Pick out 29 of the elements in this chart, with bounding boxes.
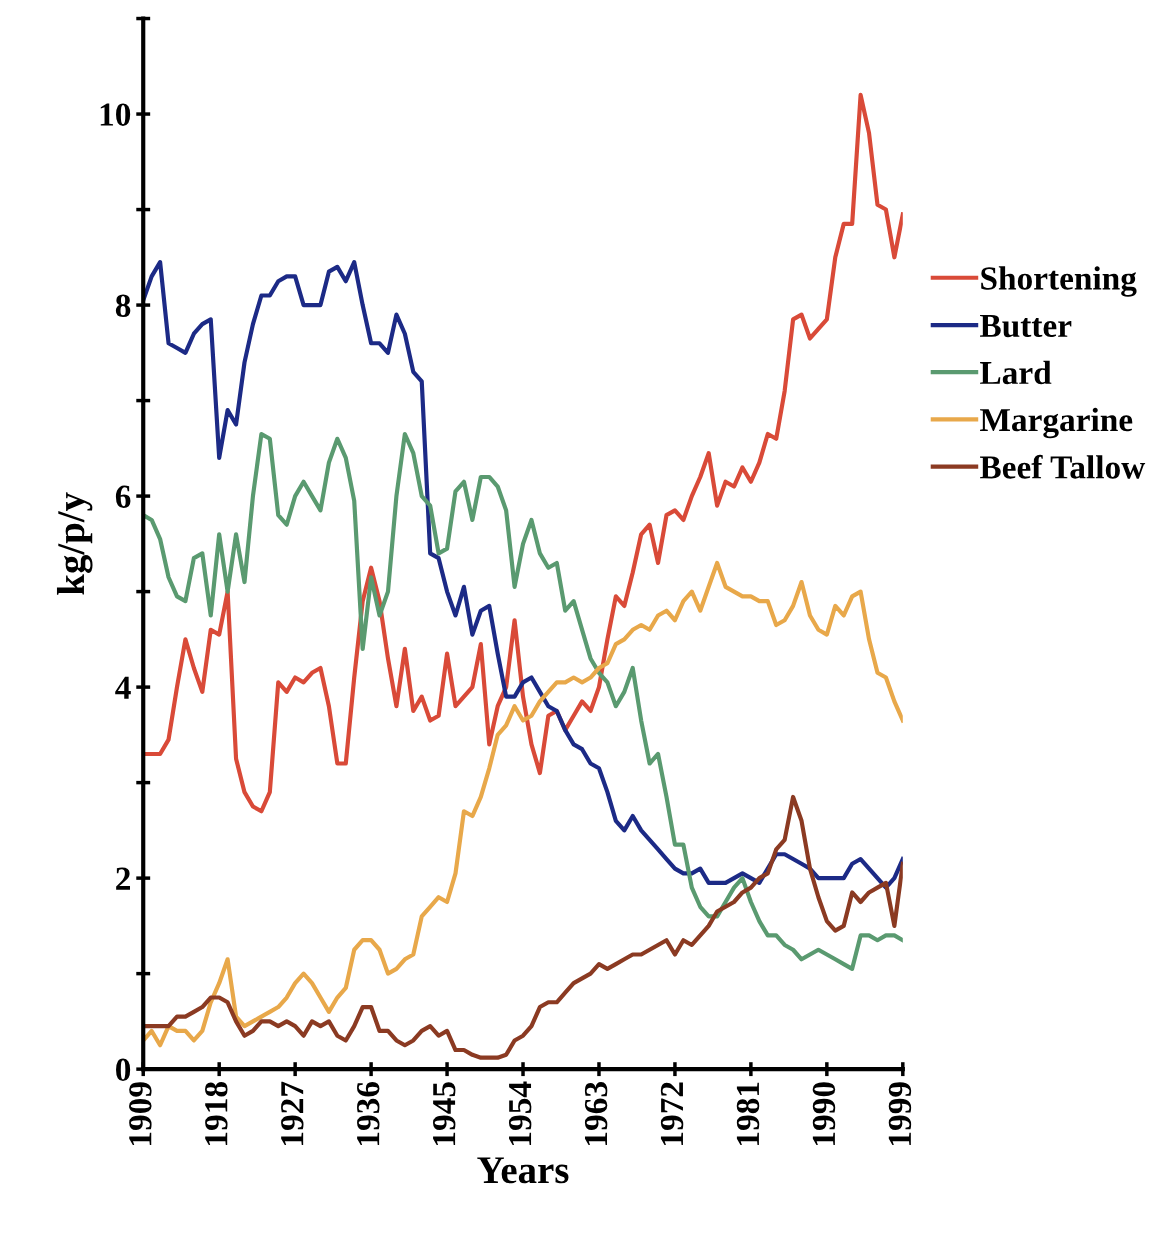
x-tick-label: 1945 [433, 1082, 456, 1145]
legend-label: Beef Tallow [980, 454, 1146, 479]
x-tick-label: 1936 [357, 1081, 380, 1145]
x-tick-label: 1981 [736, 1082, 760, 1145]
x-tick-label: 1963 [584, 1082, 608, 1145]
line-series [143, 560, 903, 1048]
y-tick-label: 8 [115, 294, 131, 317]
x-tick-label: 1909 [129, 1082, 152, 1145]
legend-label: Butter [980, 314, 1072, 338]
y-axis-title: kg/p/y [56, 492, 93, 595]
x-tick-label: 1918 [205, 1082, 228, 1145]
y-tick-label: 10 [100, 103, 131, 126]
line-series [143, 431, 903, 971]
x-axis-title: Years [477, 1157, 569, 1184]
x-tick-label: 1990 [812, 1082, 836, 1145]
legend-label: Margarine [980, 407, 1133, 439]
legend-label: Lard [980, 360, 1052, 385]
x-tick-label: 1999 [888, 1082, 912, 1145]
legend-label: Shortening [981, 266, 1137, 297]
x-tick-label: 1954 [508, 1081, 532, 1145]
line-series [143, 794, 903, 1060]
y-tick-label: 0 [116, 1058, 131, 1082]
y-tick-label: 6 [115, 485, 131, 508]
line-series [143, 92, 903, 814]
line-series [143, 260, 903, 890]
y-tick-label: 4 [115, 676, 131, 699]
y-tick-label: 2 [116, 867, 130, 890]
x-tick-label: 1972 [660, 1082, 684, 1145]
x-tick-label: 1927 [281, 1081, 304, 1145]
